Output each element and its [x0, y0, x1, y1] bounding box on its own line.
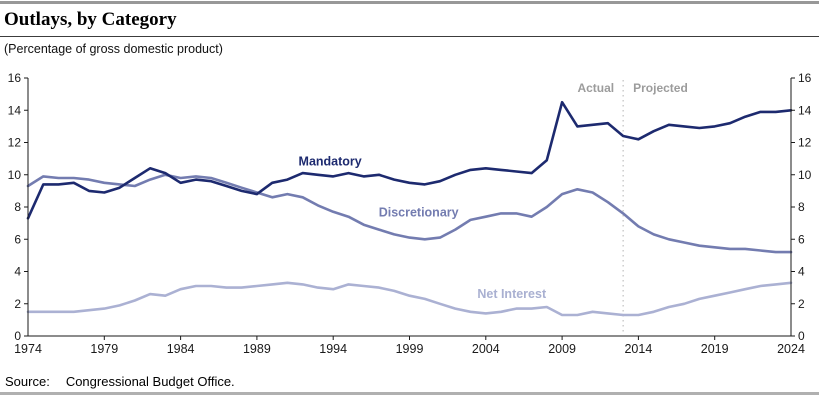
series-label-net-interest: Net Interest — [477, 287, 547, 301]
x-tick-label: 1984 — [167, 342, 195, 356]
source-text: Congressional Budget Office. — [65, 374, 235, 389]
series-line-discretionary — [26, 173, 793, 254]
projected-label: Projected — [633, 81, 688, 95]
y-tick-label-right: 0 — [798, 329, 805, 343]
x-tick-label: 1989 — [243, 342, 271, 356]
x-tick-label: 2009 — [548, 342, 576, 356]
x-tick-label: 2014 — [624, 342, 652, 356]
x-tick-label: 1994 — [319, 342, 347, 356]
y-tick-label-right: 16 — [798, 71, 812, 85]
y-tick-label-left: 4 — [14, 265, 21, 279]
y-tick-label-left: 14 — [8, 103, 22, 117]
source-line: Source: Congressional Budget Office. — [5, 374, 235, 389]
y-tick-label-right: 12 — [798, 136, 812, 150]
y-tick-label-left: 16 — [8, 71, 22, 85]
source-label: Source: — [5, 374, 50, 389]
bottom-border-bar — [0, 392, 819, 395]
top-border-bar — [0, 1, 819, 4]
series-label-discretionary: Discretionary — [379, 205, 459, 219]
y-tick-label-right: 8 — [798, 200, 805, 214]
y-tick-label-left: 12 — [8, 136, 22, 150]
series-line-mandatory — [26, 100, 793, 220]
x-tick-label: 1999 — [396, 342, 424, 356]
y-tick-label-right: 2 — [798, 297, 805, 311]
figure-subtitle: (Percentage of gross domestic product) — [4, 42, 223, 56]
y-tick-label-left: 2 — [14, 297, 21, 311]
x-tick-label: 2024 — [777, 342, 805, 356]
x-tick-label: 2019 — [701, 342, 729, 356]
y-tick-label-left: 0 — [14, 329, 21, 343]
y-tick-label-left: 10 — [8, 168, 22, 182]
x-tick-label: 1979 — [90, 342, 118, 356]
x-tick-label: 1974 — [14, 342, 42, 356]
figure-title: Outlays, by Category — [4, 9, 177, 30]
y-tick-label-left: 8 — [14, 200, 21, 214]
series-label-mandatory: Mandatory — [299, 155, 362, 169]
x-tick-label: 2004 — [472, 342, 500, 356]
y-tick-label-right: 6 — [798, 232, 805, 246]
y-tick-label-left: 6 — [14, 232, 21, 246]
title-rule — [0, 36, 819, 37]
y-tick-label-right: 10 — [798, 168, 812, 182]
y-tick-label-right: 14 — [798, 103, 812, 117]
actual-label: Actual — [577, 81, 614, 95]
series-line-net-interest — [26, 281, 793, 317]
y-tick-label-right: 4 — [798, 265, 805, 279]
